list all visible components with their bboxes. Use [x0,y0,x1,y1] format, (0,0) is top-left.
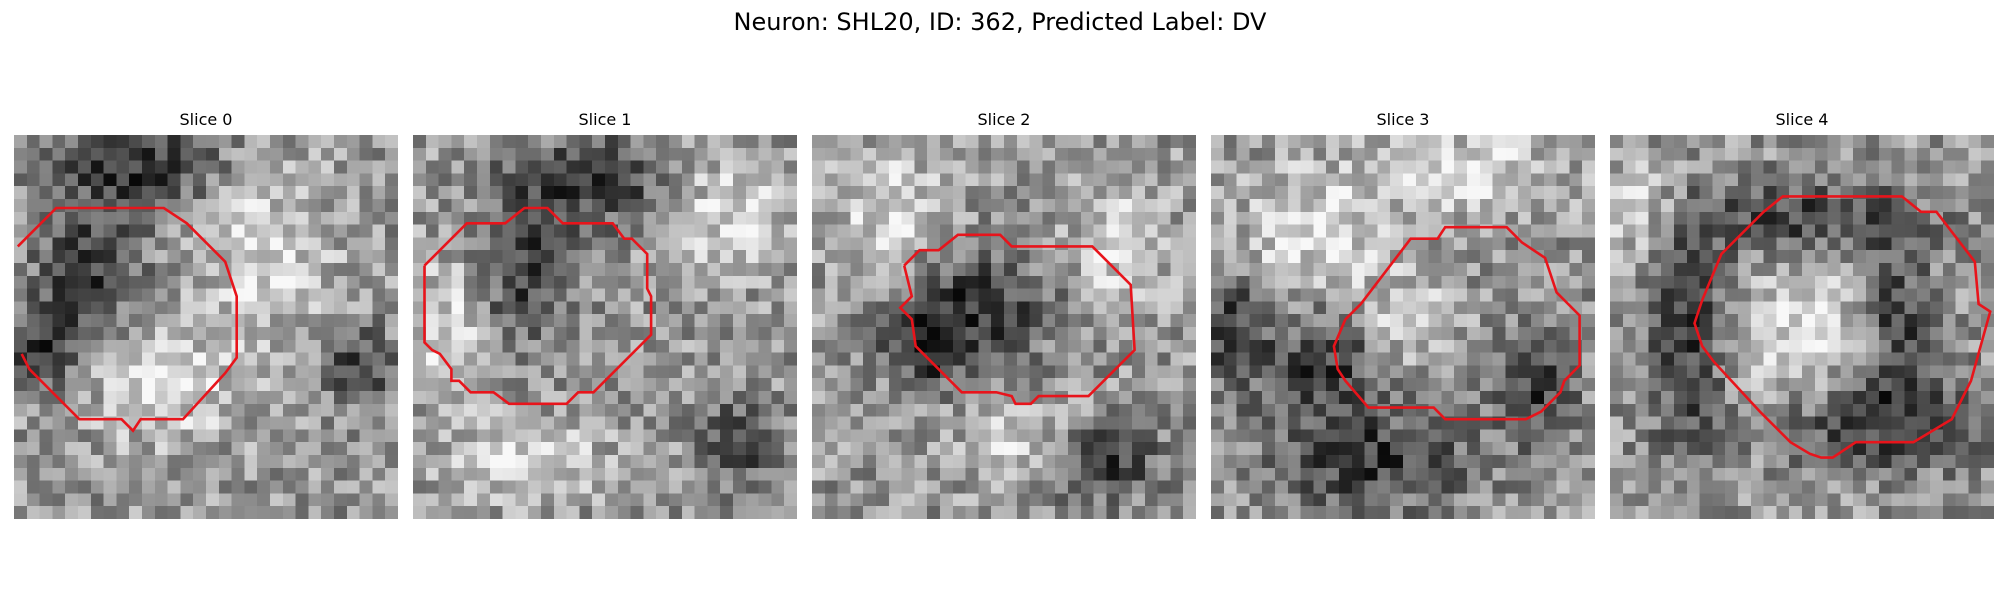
panel-slice-3: Slice 3 [1211,108,1595,520]
slice-image [812,135,1196,519]
pixel-grid [812,135,1196,519]
roi-contour [423,206,653,406]
panel-slice-2: Slice 2 [812,108,1196,520]
slice-image [1610,135,1994,519]
panel-title: Slice 4 [1775,110,1829,129]
roi-contour [16,206,238,433]
panel-title: Slice 2 [977,110,1031,129]
slice-image [413,135,797,519]
pixel-grid [413,135,797,519]
panel-slice-0: Slice 0 [14,108,398,520]
roi-contour [898,233,1136,406]
slice-image [1211,135,1595,519]
panel-slice-1: Slice 1 [413,108,797,520]
roi-contour [1693,195,1992,459]
panel-title: Slice 3 [1376,110,1430,129]
slice-image [14,135,398,519]
panel-title: Slice 0 [179,110,233,129]
figure-title: Neuron: SHL20, ID: 362, Predicted Label:… [733,8,1267,36]
pixel-grid [1610,135,1994,519]
panel-title: Slice 1 [578,110,632,129]
roi-contour [1332,225,1581,421]
pixel-grid [14,135,398,519]
panel-slice-4: Slice 4 [1610,108,1994,520]
pixel-grid [1211,135,1595,519]
